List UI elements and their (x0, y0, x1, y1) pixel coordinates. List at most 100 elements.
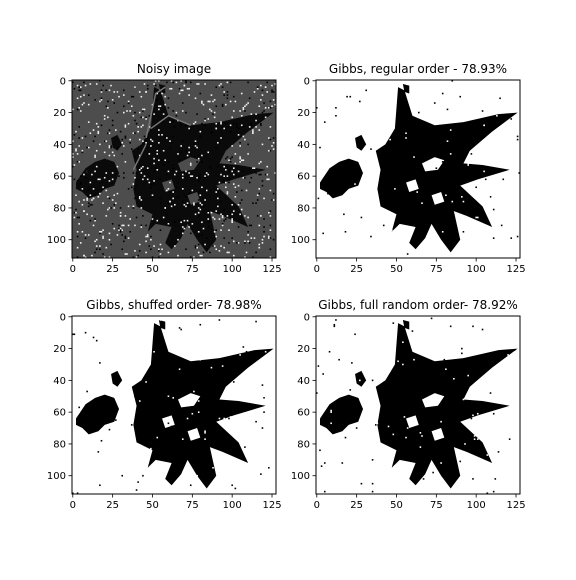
noise-pixel (215, 105, 218, 108)
noise-pixel (183, 194, 186, 197)
stray-pixel (330, 422, 332, 425)
noise-pixel (250, 122, 253, 125)
y-tick-label: 100 (291, 235, 310, 246)
stray-pixel (167, 414, 170, 417)
y-tick-label: 0 (304, 312, 310, 323)
x-tick-label: 75 (430, 500, 443, 511)
noise-pixel (204, 119, 206, 122)
stray-pixel (327, 161, 329, 163)
shape-region (402, 319, 410, 330)
noise-pixel (167, 170, 170, 173)
stray-pixel (473, 435, 476, 437)
stray-pixel (263, 397, 265, 399)
noise-pixel (175, 81, 178, 84)
noise-pixel (113, 154, 116, 157)
noise-pixel (264, 86, 267, 88)
noise-pixel (260, 84, 262, 87)
stray-pixel (510, 118, 513, 120)
noise-pixel (185, 124, 187, 127)
stray-pixel (374, 424, 377, 426)
noise-pixel (215, 191, 218, 193)
noise-pixel (124, 161, 127, 163)
stray-pixel (170, 425, 173, 428)
stray-pixel (181, 471, 184, 474)
noise-pixel (140, 116, 143, 119)
noise-pixel (218, 218, 221, 220)
noise-pixel (223, 91, 225, 93)
stray-pixel (473, 237, 476, 239)
panel-title: Gibbs, full random order- 78.92% (318, 298, 518, 312)
noise-pixel (119, 229, 122, 231)
stray-pixel (346, 343, 348, 345)
x-tick-label: 25 (350, 500, 363, 511)
noise-pixel (95, 238, 98, 241)
stray-pixel (153, 350, 155, 353)
stray-pixel (392, 322, 395, 324)
stray-pixel (512, 490, 514, 493)
stray-pixel (178, 368, 181, 371)
noise-pixel (113, 207, 116, 209)
noise-pixel (75, 148, 77, 150)
noise-pixel (92, 129, 95, 131)
stray-pixel (419, 487, 422, 490)
noise-pixel (169, 121, 171, 123)
noise-pixel (105, 215, 108, 217)
stray-pixel (263, 411, 265, 413)
noise-pixel (108, 89, 111, 92)
noise-pixel (116, 91, 119, 93)
noise-pixel (138, 111, 141, 114)
stray-pixel (79, 408, 82, 410)
noise-pixel (95, 245, 98, 247)
stray-pixel (102, 317, 104, 320)
noise-pixel (123, 89, 125, 92)
noise-pixel (76, 235, 79, 238)
noise-pixel (130, 95, 133, 98)
shape-hole (406, 415, 419, 429)
noise-pixel (212, 113, 214, 115)
noise-pixel (87, 194, 90, 197)
noise-pixel (197, 83, 200, 85)
noise-pixel (72, 156, 74, 158)
stray-pixel (322, 84, 324, 87)
noise-pixel (239, 157, 241, 160)
stray-pixel (413, 235, 415, 238)
stray-pixel (416, 191, 418, 193)
stray-pixel (166, 390, 168, 393)
noise-pixel (142, 116, 144, 119)
noise-pixel (142, 108, 144, 111)
noise-pixel (199, 194, 202, 197)
noise-pixel (76, 230, 79, 233)
stray-pixel (79, 441, 82, 444)
noise-pixel (75, 130, 77, 133)
stray-pixel (465, 129, 468, 131)
stray-pixel (349, 376, 352, 378)
stray-pixel (333, 323, 336, 326)
noise-pixel (260, 173, 262, 176)
stray-pixel (164, 384, 167, 386)
noise-pixel (162, 216, 165, 219)
y-tick-label: 40 (53, 376, 66, 387)
noise-pixel (170, 87, 173, 90)
noise-pixel (124, 135, 127, 138)
stray-pixel (328, 350, 331, 353)
noise-pixel (89, 203, 92, 206)
noise-pixel (248, 126, 251, 128)
noise-pixel (207, 211, 210, 214)
noise-pixel (263, 230, 265, 233)
stray-pixel (244, 446, 246, 448)
y-tick-label: 80 (297, 439, 310, 450)
noise-pixel (261, 89, 264, 92)
noise-pixel (252, 167, 254, 169)
noise-pixel (220, 137, 222, 139)
noise-pixel (248, 97, 251, 100)
noise-pixel (269, 126, 272, 128)
noise-pixel (248, 168, 251, 171)
noise-pixel (95, 149, 98, 152)
noise-pixel (115, 129, 117, 131)
stray-pixel (189, 436, 192, 439)
noise-pixel (237, 226, 240, 228)
noise-pixel (87, 234, 90, 236)
stray-pixel (413, 156, 415, 158)
noise-pixel (255, 113, 257, 115)
noise-pixel (100, 91, 103, 93)
